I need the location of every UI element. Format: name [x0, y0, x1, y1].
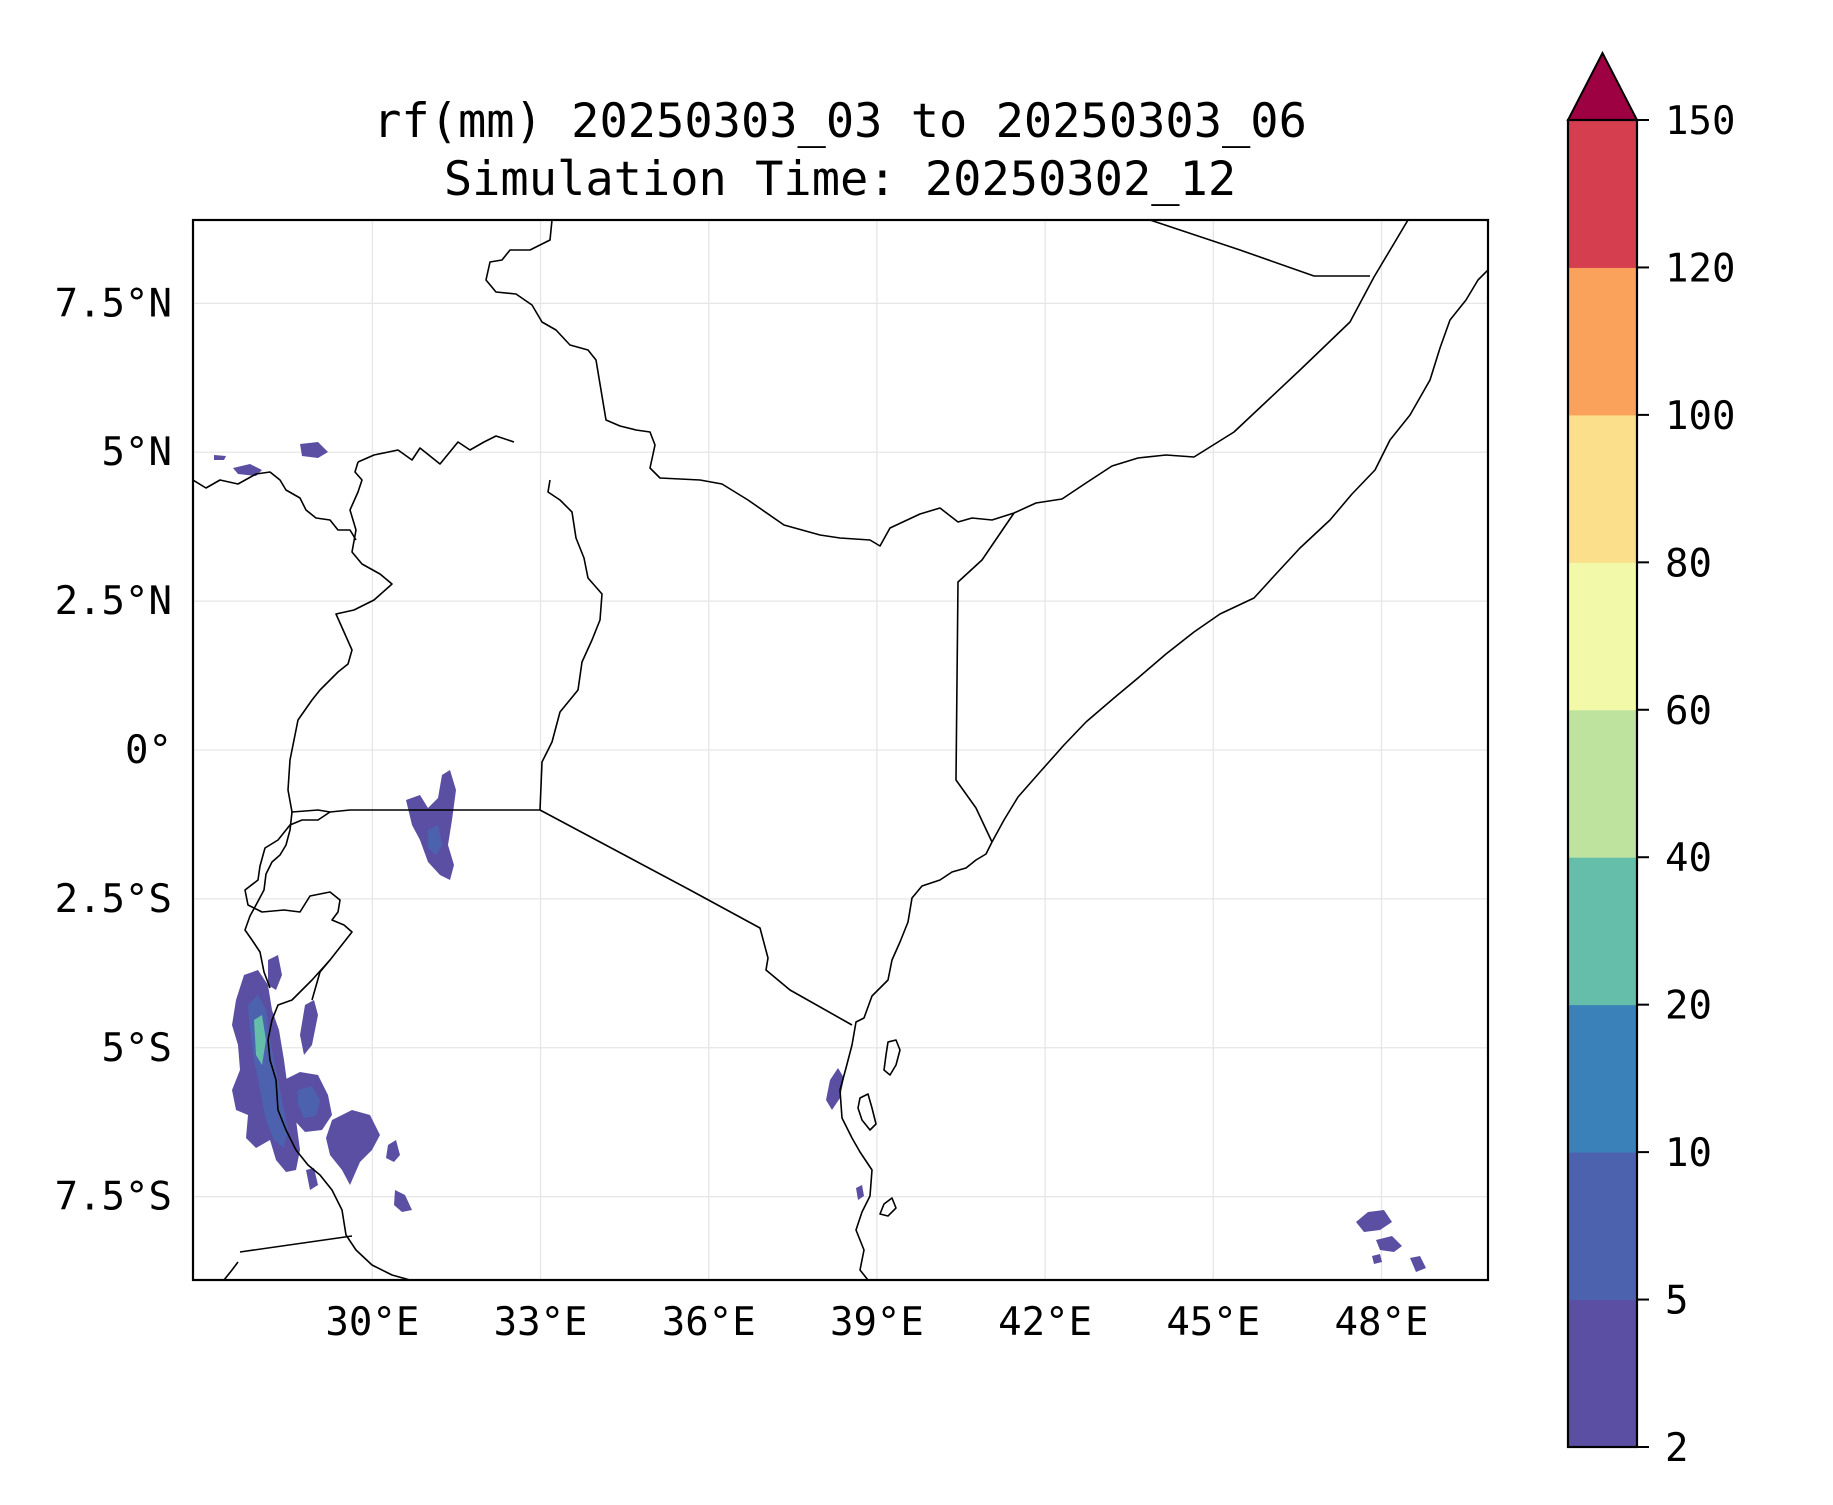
- lon-tick-label: 39°E: [830, 1300, 924, 1345]
- island-zanzibar: [857, 1093, 877, 1131]
- rainfall-area-small-4: [394, 1190, 412, 1212]
- rainfall-area-small-5: [306, 1168, 318, 1190]
- lat-tick-label: 2.5°S: [55, 877, 172, 922]
- colorbar-segment: [1568, 1152, 1637, 1301]
- colorbar-label: 20: [1665, 984, 1712, 1029]
- rainfall-area-ocean-2: [1376, 1236, 1402, 1252]
- lat-tick-label: 5°S: [102, 1026, 172, 1071]
- lat-tick-label: 0°: [125, 728, 172, 773]
- lat-tick-label: 7.5°N: [55, 281, 172, 326]
- colorbar-ticks: [1637, 119, 1649, 1448]
- colorbar-label: 150: [1665, 99, 1735, 144]
- colorbar-label: 120: [1665, 246, 1735, 291]
- country-borders: [193, 220, 1488, 1280]
- longitude-tick-labels: 30°E 33°E 36°E 39°E 42°E 45°E 48°E: [325, 1300, 1428, 1345]
- colorbar-segments: [1568, 120, 1637, 1448]
- lon-tick-label: 33°E: [494, 1300, 588, 1345]
- border-uganda-tanzania: [329, 809, 540, 813]
- rainfall-area-north-1: [233, 464, 262, 476]
- island-pemba: [883, 1039, 901, 1076]
- colorbar-label: 2: [1665, 1426, 1688, 1471]
- lon-tick-label: 48°E: [1335, 1300, 1429, 1345]
- colorbar-segment: [1568, 414, 1637, 563]
- colorbar-segment: [1568, 120, 1637, 268]
- rainfall-area-west-tanzania-core: [298, 1086, 320, 1118]
- border-ethiopia-somaliland: [1149, 220, 1370, 277]
- border-uganda-drc: [287, 461, 393, 813]
- colorbar-label: 60: [1665, 689, 1712, 734]
- rainfall-area-ocean-1: [1356, 1210, 1392, 1232]
- border-southwest-corner: [223, 1261, 239, 1280]
- border-kenya-somalia: [955, 512, 1015, 843]
- colorbar-segment: [1568, 709, 1637, 858]
- rainfall-area-tanga-coast: [826, 1068, 844, 1110]
- map-title-line1: rf(mm) 20250303_03 to 20250303_06: [373, 94, 1307, 149]
- rainfall-area-north-3: [214, 455, 226, 460]
- rainfall-area-lake-victoria-core: [428, 825, 442, 855]
- lon-tick-label: 36°E: [662, 1300, 756, 1345]
- latitude-tick-labels: 7.5°N 5°N 2.5°N 0° 2.5°S 5°S 7.5°S: [55, 281, 172, 1219]
- colorbar-label: 5: [1665, 1279, 1688, 1324]
- border-south-sudan-uganda: [357, 435, 515, 465]
- colorbar-label: 100: [1665, 394, 1735, 439]
- border-tanzania-zambia: [239, 1235, 353, 1253]
- lat-tick-label: 5°N: [102, 430, 172, 475]
- coastline-somalia: [991, 269, 1488, 843]
- border-east-drc: [244, 811, 293, 989]
- border-south-sudan-ethiopia: [485, 220, 1409, 547]
- gridlines: [193, 220, 1488, 1280]
- map-plot-area: [193, 220, 1488, 1280]
- map-frame: [191, 218, 1490, 1282]
- lat-tick-label: 7.5°S: [55, 1175, 172, 1220]
- rainfall-area-coast-small: [856, 1185, 864, 1200]
- lon-tick-label: 42°E: [998, 1300, 1092, 1345]
- colorbar-segment: [1568, 562, 1637, 711]
- colorbar-label: 40: [1665, 836, 1712, 881]
- border-rwanda-burundi: [244, 811, 353, 1001]
- rainfall-area-ocean-3: [1410, 1256, 1426, 1272]
- colorbar-segment: [1568, 267, 1637, 416]
- rainfall-area-tanganyika-peak: [254, 1015, 266, 1065]
- colorbar-extend-triangle: [1566, 50, 1639, 121]
- colorbar-labels: 2 5 10 20 40 60 80 100 120 150: [1665, 99, 1735, 1471]
- colorbar-label: 10: [1665, 1131, 1712, 1176]
- lon-tick-label: 30°E: [325, 1300, 419, 1345]
- lat-tick-label: 2.5°N: [55, 579, 172, 624]
- rainfall-area-north-2: [300, 442, 328, 458]
- lon-tick-label: 45°E: [1166, 1300, 1260, 1345]
- rainfall-area-small-3: [386, 1140, 400, 1162]
- rainfall-area-small-2: [268, 955, 282, 990]
- colorbar-frame: [1566, 118, 1639, 1449]
- colorbar-segment: [1568, 857, 1637, 1006]
- rainfall-area-lake-victoria: [406, 770, 456, 880]
- border-kenya-tanzania: [539, 809, 853, 1026]
- colorbar-label: 80: [1665, 541, 1712, 586]
- colorbar: 2 5 10 20 40 60 80 100 120 150: [1566, 50, 1735, 1471]
- coastline-kenya-tanzania: [839, 841, 993, 1280]
- border-uganda-kenya: [539, 479, 603, 811]
- rainfall-area-rukwa: [326, 1110, 380, 1185]
- map-title-line2: Simulation Time: 20250302_12: [444, 152, 1236, 207]
- colorbar-segment: [1568, 1299, 1637, 1448]
- rainfall-area-ocean-4: [1372, 1254, 1382, 1264]
- border-south-sudan-drc-car: [193, 471, 357, 541]
- colorbar-segment: [1568, 1004, 1637, 1153]
- rainfall-area-small-1: [300, 1000, 318, 1055]
- island-mafia: [879, 1197, 897, 1217]
- border-tanganyika-west: [267, 959, 411, 1280]
